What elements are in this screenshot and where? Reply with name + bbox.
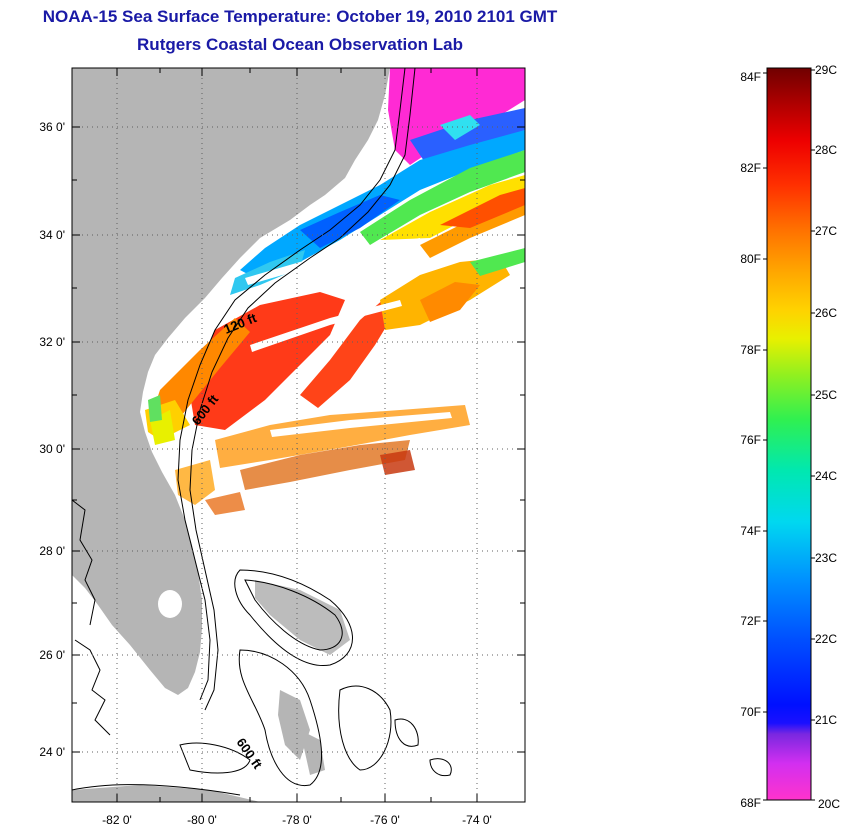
colorbar-f-82: 82F: [740, 161, 761, 175]
colorbar-f-72: 72F: [740, 614, 761, 628]
lat-label-26: 26 0': [39, 648, 65, 662]
lat-label-36: 36 0': [39, 120, 65, 134]
map-title: NOAA-15 Sea Surface Temperature: October…: [42, 7, 558, 26]
sst-imagery: [145, 68, 525, 515]
colorbar-c-25: 25C: [815, 388, 837, 402]
lon-label-76: -76 0': [370, 813, 400, 827]
colorbar-gradient: [766, 67, 812, 801]
colorbar-f-80: 80F: [740, 252, 761, 266]
colorbar-f-78: 78F: [740, 343, 761, 357]
colorbar-f-68: 68F: [740, 796, 761, 810]
axis-ticks: [72, 68, 525, 802]
colorbar-c-27: 27C: [815, 224, 837, 238]
lon-label-78: -78 0': [282, 813, 312, 827]
land: [72, 68, 390, 802]
lat-label-28: 28 0': [39, 544, 65, 558]
colorbar-c-21: 21C: [815, 713, 837, 727]
lat-label-34: 34 0': [39, 228, 65, 242]
colorbar: 84F 82F 80F 78F 76F 74F 72F 70F 68F 29C …: [740, 63, 840, 811]
lat-label-30: 30 0': [39, 442, 65, 456]
lon-label-74: -74 0': [462, 813, 492, 827]
colorbar-f-74: 74F: [740, 524, 761, 538]
map-subtitle: Rutgers Coastal Ocean Observation Lab: [137, 35, 463, 54]
colorbar-c-28: 28C: [815, 143, 837, 157]
colorbar-c-20: 20C: [818, 797, 840, 811]
colorbar-c-24: 24C: [815, 469, 837, 483]
colorbar-f-76: 76F: [740, 433, 761, 447]
colorbar-c-26: 26C: [815, 306, 837, 320]
bathymetry-contours: [72, 68, 452, 796]
lon-label-80: -80 0': [187, 813, 217, 827]
colorbar-c-23: 23C: [815, 551, 837, 565]
colorbar-f-84: 84F: [740, 70, 761, 84]
colorbar-c-29: 29C: [815, 63, 837, 77]
map-grid: [72, 68, 525, 802]
lat-label-32: 32 0': [39, 335, 65, 349]
colorbar-c-22: 22C: [815, 632, 837, 646]
lon-label-82: -82 0': [102, 813, 132, 827]
colorbar-f-70: 70F: [740, 705, 761, 719]
lat-label-24: 24 0': [39, 745, 65, 759]
